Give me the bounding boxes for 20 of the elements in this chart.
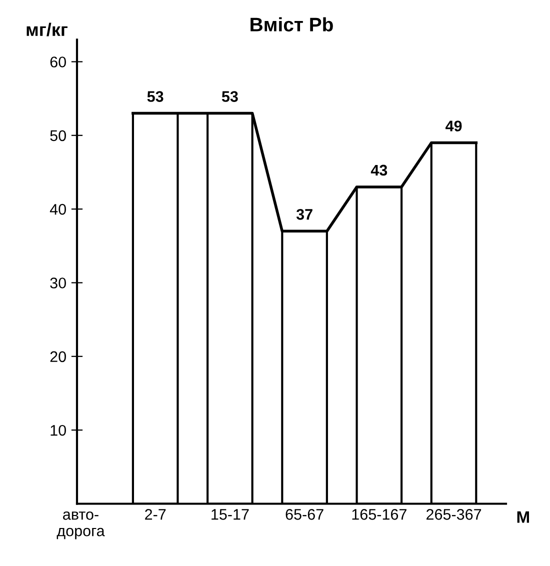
x-tick-label: 165-167 — [352, 509, 406, 520]
y-axis-title: мг/кг — [26, 22, 68, 36]
y-tick-label: 10 — [50, 424, 66, 436]
y-tick-label: 60 — [50, 56, 66, 68]
x-tick-label: 2-7 — [145, 509, 166, 520]
data-label: 53 — [147, 91, 164, 102]
x-tick-label: 65-67 — [286, 509, 324, 520]
y-tick-label: 50 — [50, 130, 66, 142]
x-tick-label: 15-17 — [212, 509, 249, 520]
x-tick-label: 265-367 — [426, 509, 482, 520]
x-tick-label: авто- дорога — [56, 511, 105, 540]
y-tick-label: 20 — [50, 351, 66, 362]
data-label: 49 — [446, 120, 462, 132]
y-tick-label: 40 — [50, 204, 66, 215]
x-axis-title: М — [517, 511, 529, 523]
data-label: 53 — [222, 91, 238, 102]
y-tick-label: 30 — [50, 278, 66, 288]
chart-title: Вміст Pb — [250, 17, 333, 32]
data-label: 43 — [370, 164, 388, 176]
data-label: 37 — [296, 208, 312, 220]
